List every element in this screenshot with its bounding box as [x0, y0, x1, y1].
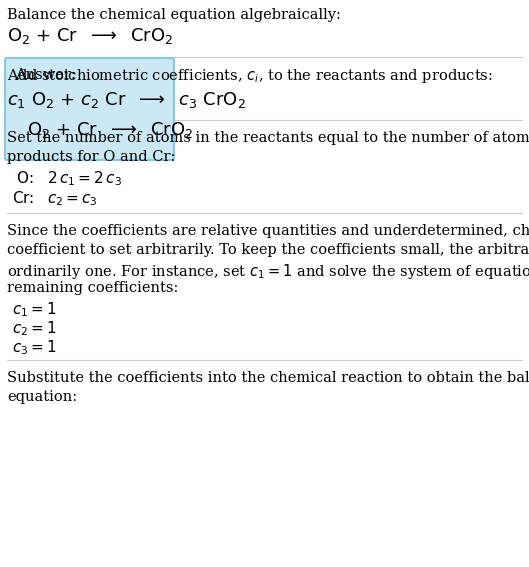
Text: Substitute the coefficients into the chemical reaction to obtain the balanced: Substitute the coefficients into the che…	[7, 371, 529, 385]
Text: equation:: equation:	[7, 390, 77, 404]
FancyBboxPatch shape	[5, 58, 174, 160]
Text: $c_3 = 1$: $c_3 = 1$	[12, 338, 57, 357]
Text: Balance the chemical equation algebraically:: Balance the chemical equation algebraica…	[7, 8, 341, 22]
Text: $c_2 = 1$: $c_2 = 1$	[12, 319, 57, 338]
Text: ordinarily one. For instance, set $c_1 = 1$ and solve the system of equations fo: ordinarily one. For instance, set $c_1 =…	[7, 262, 529, 281]
Text: $\mathregular{O_2}$ $+$ Cr $\;\longrightarrow\;$ $\mathregular{CrO_2}$: $\mathregular{O_2}$ $+$ Cr $\;\longright…	[7, 26, 174, 46]
Text: $c_1 = 1$: $c_1 = 1$	[12, 300, 57, 319]
Text: products for O and Cr:: products for O and Cr:	[7, 150, 176, 164]
Text: Cr: $\;\;c_2 = c_3$: Cr: $\;\;c_2 = c_3$	[12, 189, 98, 208]
Text: Since the coefficients are relative quantities and underdetermined, choose a: Since the coefficients are relative quan…	[7, 224, 529, 238]
Text: Set the number of atoms in the reactants equal to the number of atoms in the: Set the number of atoms in the reactants…	[7, 131, 529, 145]
Text: Add stoichiometric coefficients, $c_i$, to the reactants and products:: Add stoichiometric coefficients, $c_i$, …	[7, 67, 493, 85]
Text: $\mathregular{O_2}$ $+$ Cr $\;\longrightarrow\;$ $\mathregular{CrO_2}$: $\mathregular{O_2}$ $+$ Cr $\;\longright…	[27, 120, 194, 140]
Text: remaining coefficients:: remaining coefficients:	[7, 281, 178, 295]
Text: coefficient to set arbitrarily. To keep the coefficients small, the arbitrary va: coefficient to set arbitrarily. To keep …	[7, 243, 529, 257]
Text: $c_1$ $\mathregular{O_2}$ $+$ $c_2$ Cr $\;\longrightarrow\;$ $c_3$ $\mathregular: $c_1$ $\mathregular{O_2}$ $+$ $c_2$ Cr $…	[7, 90, 246, 110]
Text: O: $\;\;2\,c_1 = 2\,c_3$: O: $\;\;2\,c_1 = 2\,c_3$	[12, 169, 122, 188]
Text: Answer:: Answer:	[15, 68, 76, 82]
